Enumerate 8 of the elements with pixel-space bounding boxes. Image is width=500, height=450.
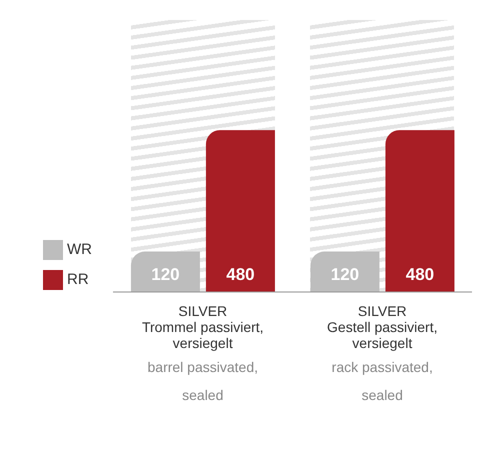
data-label: 480 [406, 265, 434, 284]
data-label: 120 [151, 265, 180, 284]
x-tick-label: SILVER Trommel passiviert, versiegelt barrel passivated, sealed [142, 303, 264, 403]
legend-label: WR [67, 241, 92, 258]
data-label: 480 [226, 265, 255, 284]
data-label: 120 [330, 265, 360, 284]
x-tick-label: SILVER Gestell passiviert, versiegelt rack passivated, sealed [327, 303, 438, 403]
legend-label: RR [67, 271, 89, 288]
